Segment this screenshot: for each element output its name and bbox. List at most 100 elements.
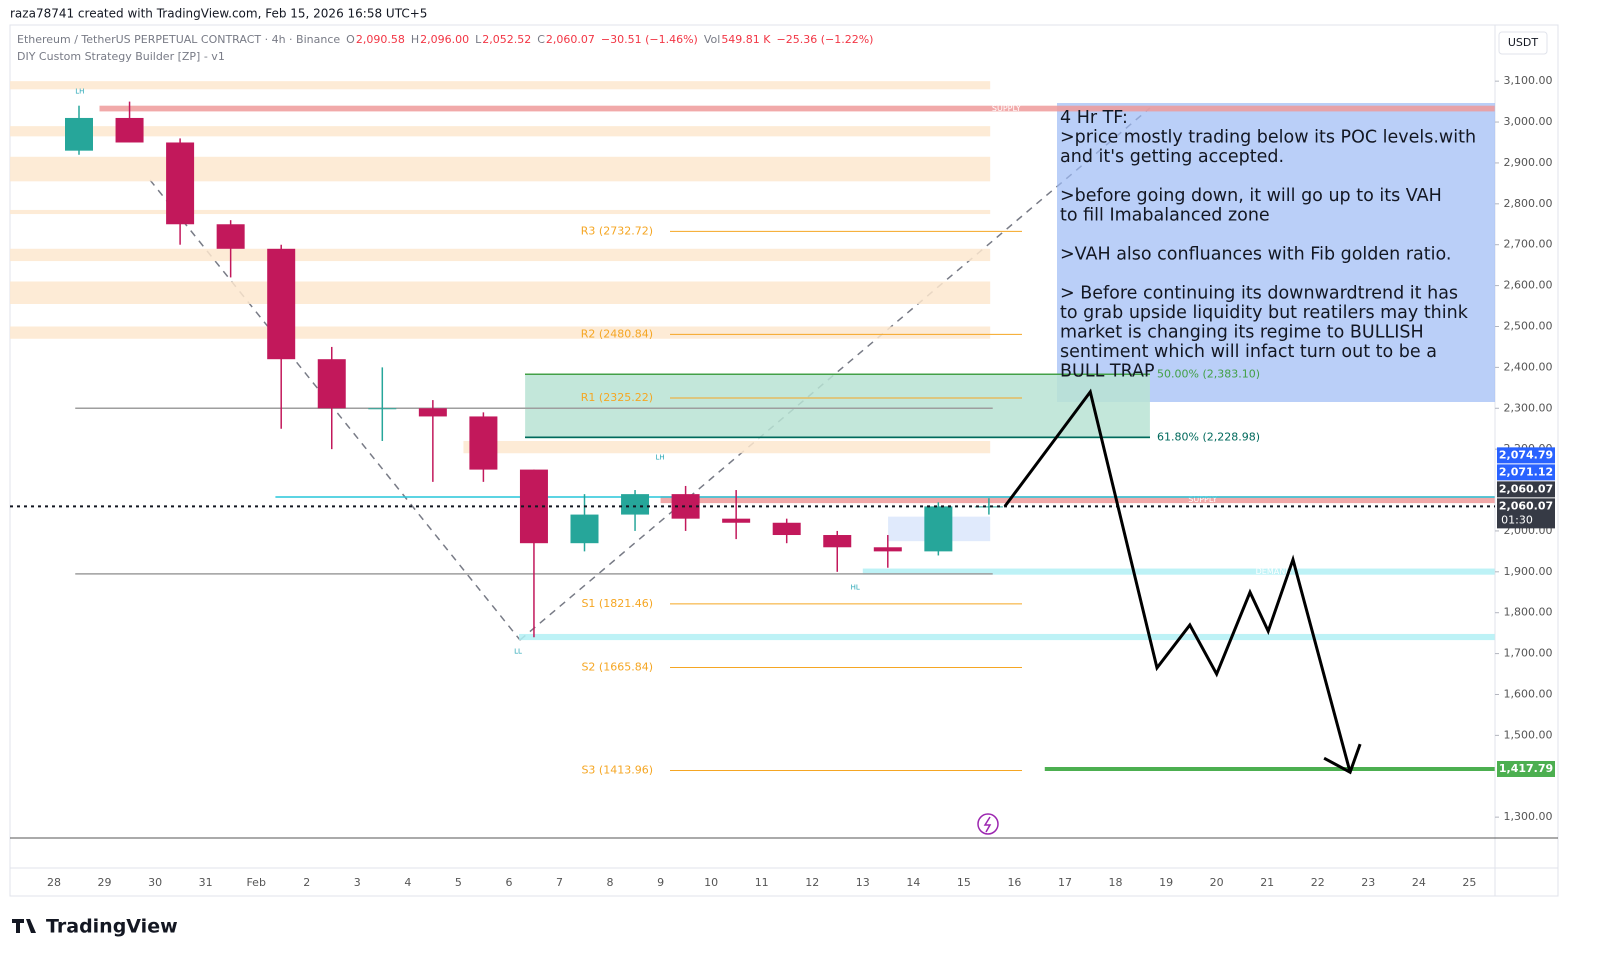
legend-text: 549.81 K (721, 33, 771, 46)
event-bolt (983, 816, 992, 833)
price-tag (1497, 447, 1555, 464)
x-tick-label: 4 (404, 876, 411, 889)
candle-body (166, 142, 195, 225)
x-tick-label: 7 (556, 876, 563, 889)
price-tag-label: 2,060.07 (1499, 499, 1553, 512)
note-box (1057, 103, 1495, 402)
x-tick-label: 12 (805, 876, 819, 889)
zone (10, 326, 991, 339)
candle-body (772, 522, 801, 536)
pivot-label: R1 (2325.22) (581, 391, 653, 404)
legend-text: H (411, 33, 419, 46)
x-tick-label: 25 (1462, 876, 1476, 889)
y-tick-label: 3,000.00 (1504, 115, 1553, 128)
price-tag-countdown: 01:30 (1501, 513, 1533, 526)
credit: raza78741 created with TradingView.com, … (10, 7, 427, 21)
candle-body (317, 359, 346, 409)
zone-label: DEMAND (1256, 567, 1292, 576)
pivot-label: S2 (1665.84) (581, 661, 653, 674)
zone-label: SUPPLY (992, 104, 1021, 113)
fib-label: 50.00% (2,383.10) (1157, 367, 1260, 380)
candle-body (418, 408, 447, 417)
zone-label: SUPPLY (1188, 495, 1217, 504)
price-tag-label: 2,060.07 (1499, 482, 1553, 495)
x-tick-label: 23 (1361, 876, 1375, 889)
candle-body (570, 514, 599, 544)
legend-text: Vol (704, 33, 720, 46)
note-line: >price mostly trading below its POC leve… (1060, 128, 1476, 148)
brand-logo (12, 919, 36, 933)
projection-arrowhead (1323, 743, 1362, 775)
x-tick-label: 14 (906, 876, 920, 889)
pivot-label: S1 (1821.46) (581, 597, 653, 610)
zone (660, 496, 1495, 504)
zone (10, 126, 991, 137)
swing-label: LH (656, 453, 665, 461)
x-tick-label: 21 (1260, 876, 1274, 889)
y-tick-label: 1,700.00 (1504, 647, 1553, 660)
currency-box[interactable] (1498, 31, 1548, 55)
x-tick-label: 8 (607, 876, 614, 889)
event-icon[interactable] (977, 813, 999, 835)
legend-text: Ethereum / TetherUS PERPETUAL CONTRACT ·… (17, 33, 340, 46)
note-line: sentiment which will infact turn out to … (1060, 342, 1437, 362)
brand: TradingView (46, 916, 178, 938)
note-line: to grab upside liquidity but reatilers m… (1060, 303, 1469, 323)
x-tick-label: 5 (455, 876, 462, 889)
legend-text: −30.51 (−1.46%) (601, 33, 698, 46)
candle-body (267, 248, 296, 360)
y-tick-label: 2,800.00 (1504, 197, 1553, 210)
legend-text: C (537, 33, 545, 46)
currency[interactable]: USDT (1508, 36, 1539, 49)
y-tick-label: 1,600.00 (1504, 687, 1553, 700)
zone (99, 105, 1495, 112)
y-tick-label: 2,700.00 (1504, 238, 1553, 251)
y-tick-label: 1,800.00 (1504, 606, 1553, 619)
zone (10, 248, 991, 262)
x-tick-label: 2 (303, 876, 310, 889)
price-tag (1497, 481, 1555, 498)
candle-body (368, 408, 397, 410)
x-tick-label: 11 (755, 876, 769, 889)
zone (463, 440, 991, 454)
x-tick-label: 30 (148, 876, 162, 889)
zone (10, 156, 991, 182)
candle-body (621, 494, 650, 515)
note-line: >VAH also confluances with Fib golden ra… (1060, 245, 1451, 265)
pivot-label: R3 (2732.72) (581, 224, 653, 237)
x-tick-label: 15 (957, 876, 971, 889)
x-tick-label: 3 (354, 876, 361, 889)
candle-body (924, 506, 953, 552)
zone (10, 81, 991, 90)
note-line: BULL TRAP (1060, 362, 1155, 382)
price-tag-label: 2,074.79 (1499, 448, 1553, 461)
swing-label: HL (851, 583, 860, 591)
legend-text: L (475, 33, 482, 46)
x-tick-label: 22 (1311, 876, 1325, 889)
candle-body (722, 518, 751, 523)
x-tick-label: 6 (505, 876, 512, 889)
candle-body (216, 224, 245, 249)
indicator-name: DIY Custom Strategy Builder [ZP] - v1 (17, 50, 225, 63)
price-tag-label: 2,071.12 (1499, 465, 1553, 478)
zone (10, 281, 991, 304)
x-tick-label: 29 (98, 876, 112, 889)
candle-body (974, 506, 1003, 508)
zone (519, 633, 1495, 641)
price-tag-label: 1,417.79 (1499, 762, 1553, 775)
x-tick-label: 9 (657, 876, 664, 889)
y-tick-label: 1,300.00 (1504, 810, 1553, 823)
note-line: 4 Hr TF: (1060, 108, 1128, 128)
x-tick-label: Feb (246, 876, 265, 889)
y-tick-label: 3,100.00 (1504, 74, 1553, 87)
zone (862, 568, 1495, 575)
price-tag (1497, 760, 1555, 777)
x-tick-label: 24 (1412, 876, 1426, 889)
y-tick-label: 2,400.00 (1504, 360, 1553, 373)
projection-path (1003, 388, 1352, 773)
x-tick-label: 20 (1210, 876, 1224, 889)
candle-body (115, 117, 144, 143)
price-tag (1497, 464, 1555, 481)
x-tick-label: 10 (704, 876, 718, 889)
x-tick-label: 17 (1058, 876, 1072, 889)
